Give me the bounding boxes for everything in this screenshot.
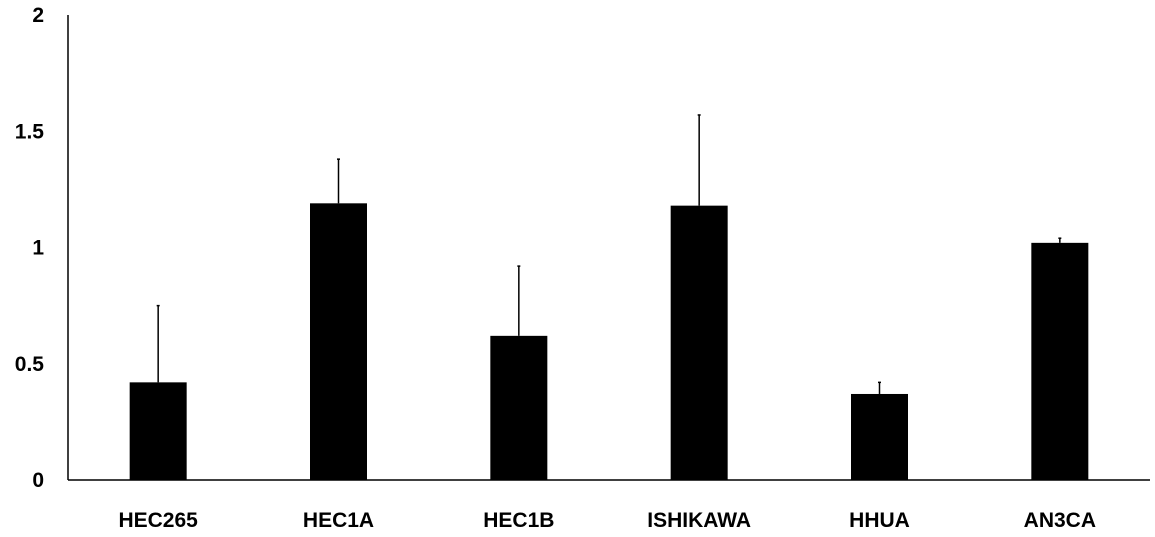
axes [67,15,1150,481]
x-tick-label: HEC1A [303,509,374,532]
x-axis-ticks: HEC265 HEC1A HEC1B ISHIKAWA HHUA AN3CA [118,509,1096,532]
bar [490,335,548,480]
bars [129,203,1089,480]
x-tick-label: ISHIKAWA [647,509,751,532]
x-tick-label: HEC1B [483,509,554,532]
x-tick-label: HHUA [849,509,910,532]
bar [310,203,367,480]
y-axis-ticks: 0 0.5 1 1.5 2 [15,4,45,492]
y-tick-label: 1 [32,237,44,260]
error-bars [156,114,1062,394]
y-tick-label: 0 [32,469,44,492]
bar [851,393,908,480]
bar [670,205,728,480]
x-tick-label: HEC265 [118,509,198,532]
x-tick-label: AN3CA [1024,509,1096,532]
bar [1031,242,1089,480]
y-tick-label: 1.5 [15,120,45,143]
y-tick-label: 0.5 [15,353,45,376]
y-tick-label: 2 [32,4,44,27]
bar [129,382,187,480]
